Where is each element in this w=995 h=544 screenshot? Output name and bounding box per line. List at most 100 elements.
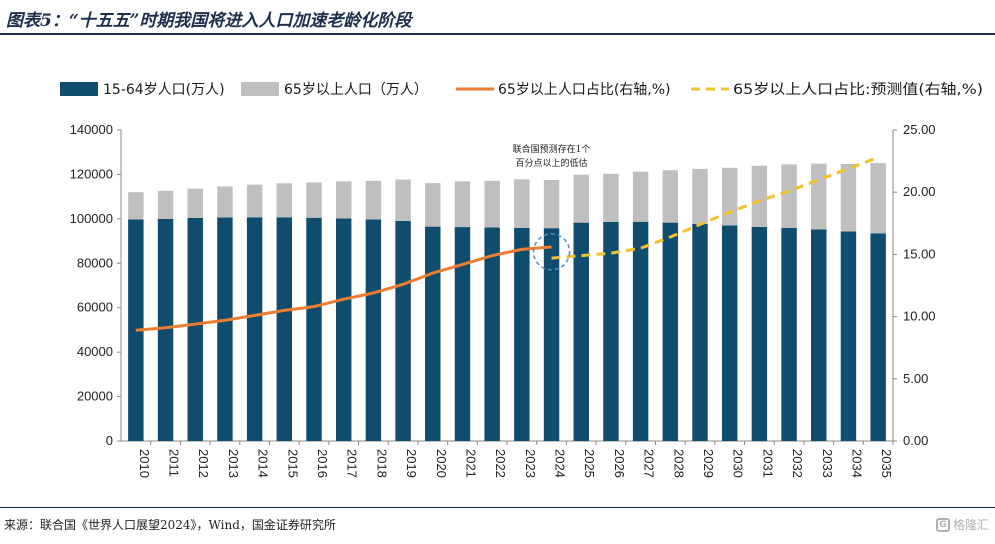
legend-swatch-elderly [241, 82, 279, 96]
left-tick-label: 80000 [77, 255, 113, 270]
x-tick-label: 2032 [790, 449, 805, 478]
x-tick-label: 2020 [434, 449, 449, 478]
bar-working-age [425, 226, 441, 441]
x-tick-label: 2022 [493, 449, 508, 478]
bar-working-age [692, 223, 708, 441]
watermark: G 格隆汇 [935, 516, 989, 533]
bar-elderly [128, 192, 144, 220]
right-tick-label: 20.00 [903, 184, 936, 199]
bar-elderly [217, 186, 233, 218]
bar-elderly [425, 183, 441, 227]
bar-elderly [306, 182, 322, 218]
x-tick-label: 2025 [582, 449, 597, 478]
x-tick-label: 2029 [701, 449, 716, 478]
bar-working-age [632, 221, 649, 441]
annotation-circle [532, 233, 571, 271]
x-tick-label: 2034 [849, 449, 864, 478]
chart-canvas: 0 20000 40000 60000 80000 100000 120000 140000 0… [60, 82, 983, 478]
right-tick-label: 0.00 [903, 433, 928, 448]
bar-working-age [157, 218, 174, 441]
title-divider [0, 33, 995, 35]
left-tick-label: 140000 [70, 122, 113, 137]
bar-elderly [781, 164, 797, 228]
bar-working-age [306, 217, 322, 441]
footer-divider [0, 507, 995, 508]
bar-working-age [603, 221, 619, 441]
bar-elderly [543, 179, 560, 229]
annotation-text: 百分点以上的低估 [516, 157, 588, 169]
x-tick-label: 2018 [374, 449, 389, 478]
legend-label-working-age: 15-64岁人口(万人) [103, 82, 225, 98]
x-tick-label: 2017 [345, 449, 360, 478]
legend-label-forecast-line: 65岁以上人口占比:预测值(右轴,%) [733, 82, 983, 98]
bar-elderly [632, 171, 649, 222]
x-tick-label: 2014 [256, 449, 271, 478]
x-tick-label: 2033 [820, 449, 835, 478]
x-tick-label: 2021 [463, 449, 478, 478]
left-tick-label: 20000 [77, 389, 113, 404]
x-tick-label: 2015 [285, 449, 300, 478]
bar-working-age [543, 228, 560, 441]
bar-working-age [395, 220, 411, 441]
bar-elderly [811, 163, 827, 230]
chart-title: 图表5：“十五五”时期我国将进入人口加速老龄化阶段 [6, 11, 412, 31]
bar-working-age [187, 217, 203, 441]
bar-elderly [365, 180, 382, 220]
left-tick-label: 100000 [70, 211, 113, 226]
bar-elderly [692, 168, 708, 224]
bar-elderly [187, 188, 203, 218]
x-tick-label: 2011 [167, 449, 182, 477]
x-tick-label: 2023 [523, 449, 538, 478]
annotation-text: 联合国预测存在1个 [513, 143, 591, 155]
left-tick-label: 0 [106, 433, 113, 448]
bar-working-age [335, 218, 352, 441]
bar-elderly [870, 163, 886, 234]
bar-working-age [751, 226, 768, 441]
bar-elderly [573, 174, 589, 223]
source-note: 来源：联合国《世界人口展望2024》，Wind，国金证券研究所 [4, 518, 336, 532]
x-tick-label: 2012 [196, 449, 211, 478]
x-tick-label: 2016 [315, 449, 330, 478]
watermark-logo-icon: G [935, 517, 950, 532]
legend-swatch-working-age [60, 82, 98, 96]
bar-elderly [721, 167, 738, 226]
x-tick-label: 2028 [671, 449, 686, 478]
x-tick-label: 2035 [879, 449, 894, 478]
x-tick-label: 2026 [612, 449, 627, 478]
bar-working-age [514, 227, 530, 441]
bar-working-age [870, 233, 886, 441]
line-elderly-share [135, 245, 552, 332]
bar-elderly [751, 165, 768, 227]
x-tick-label: 2013 [226, 449, 241, 478]
bar-elderly [395, 179, 411, 221]
bar-working-age [276, 217, 293, 441]
bar-working-age [217, 217, 233, 441]
bar-working-age [840, 231, 857, 441]
x-tick-label: 2027 [642, 449, 657, 478]
right-tick-label: 15.00 [903, 246, 936, 261]
x-tick-label: 2024 [553, 449, 568, 478]
legend-label-elderly: 65岁以上人口（万人） [284, 82, 428, 98]
bar-elderly [840, 163, 857, 232]
watermark-text: 格隆汇 [952, 518, 989, 532]
left-tick-label: 40000 [77, 344, 113, 359]
bar-elderly [662, 170, 679, 223]
bar-working-age [721, 225, 738, 441]
x-tick-label: 2030 [731, 449, 746, 478]
x-tick-label: 2031 [760, 449, 775, 478]
line-elderly-share-forecast [551, 155, 879, 260]
bar-elderly [454, 181, 471, 228]
bar-working-age [662, 222, 679, 441]
right-tick-label: 25.00 [903, 122, 936, 137]
right-tick-label: 10.00 [903, 309, 936, 324]
bar-elderly [514, 179, 530, 228]
bar-elderly [335, 181, 352, 219]
right-tick-label: 5.00 [903, 371, 928, 386]
bar-elderly [246, 184, 263, 218]
legend-label-share-line: 65岁以上人口占比(右轴,%) [498, 82, 671, 98]
x-tick-label: 2010 [137, 449, 152, 478]
bar-working-age [365, 219, 382, 441]
bar-working-age [573, 222, 589, 441]
x-tick-label: 2019 [404, 449, 419, 478]
bar-elderly [157, 190, 174, 219]
